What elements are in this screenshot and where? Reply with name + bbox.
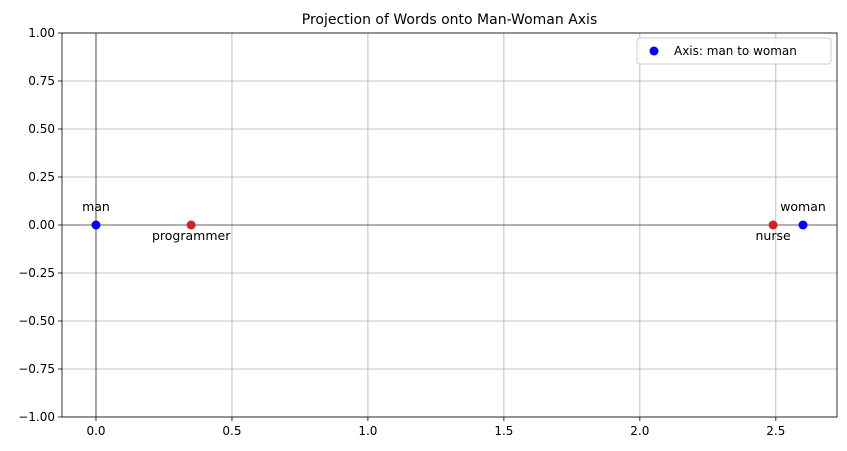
point-woman xyxy=(798,220,808,230)
x-tick-label: 2.0 xyxy=(630,424,649,438)
x-tick-label: 1.0 xyxy=(358,424,377,438)
point-nurse xyxy=(768,220,778,230)
y-tick-label: 0.25 xyxy=(28,170,55,184)
legend-entry-label: Axis: man to woman xyxy=(674,44,797,58)
x-tick-label: 2.5 xyxy=(766,424,785,438)
x-tick-label: 1.5 xyxy=(494,424,513,438)
y-tick-label: 0.50 xyxy=(28,122,55,136)
point-label-nurse: nurse xyxy=(756,228,791,243)
point-label-man: man xyxy=(82,199,110,214)
point-label-woman: woman xyxy=(780,199,826,214)
y-tick-label: 0.00 xyxy=(28,218,55,232)
y-tick-label: 1.00 xyxy=(28,26,55,40)
point-labels: man woman programmer nurse xyxy=(82,199,826,243)
data-points xyxy=(91,220,808,230)
point-man xyxy=(91,220,101,230)
point-programmer xyxy=(186,220,196,230)
y-axis: −1.00 −0.75 −0.50 −0.25 0.00 0.25 0.50 0.75 1.00 xyxy=(18,26,62,424)
x-axis: 0.0 0.5 1.0 1.5 2.0 2.5 xyxy=(86,417,785,438)
legend: Axis: man to woman xyxy=(636,37,832,65)
x-tick-label: 0.0 xyxy=(86,424,105,438)
y-tick-label: −0.50 xyxy=(18,314,55,328)
y-tick-label: −0.25 xyxy=(18,266,55,280)
legend-marker xyxy=(649,46,659,56)
y-tick-label: 0.75 xyxy=(28,74,55,88)
chart-title: Projection of Words onto Man-Woman Axis xyxy=(302,12,597,28)
y-tick-label: −1.00 xyxy=(18,410,55,424)
axis-zero-lines xyxy=(62,33,837,417)
x-tick-label: 0.5 xyxy=(222,424,241,438)
legend-box xyxy=(636,37,832,65)
point-label-programmer: programmer xyxy=(152,228,231,243)
y-tick-label: −0.75 xyxy=(18,362,55,376)
